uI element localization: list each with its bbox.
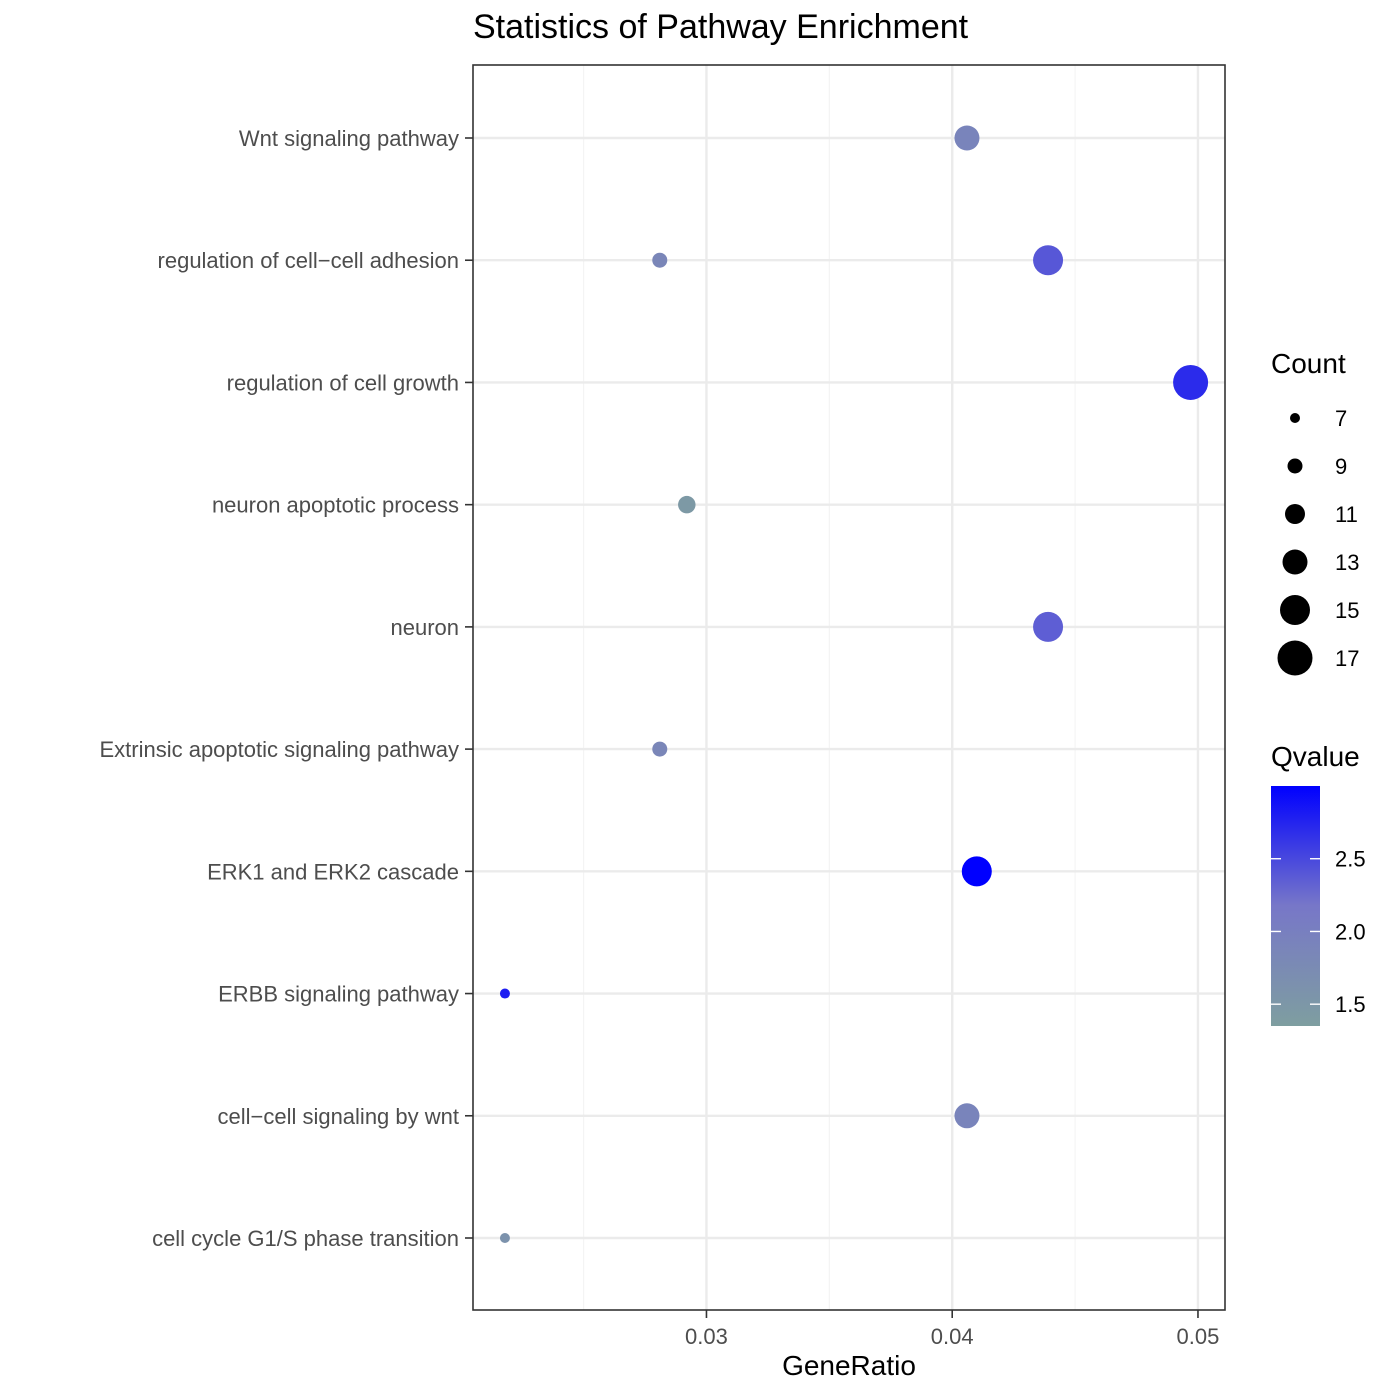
data-point xyxy=(1173,364,1209,400)
size-legend-key xyxy=(1287,458,1303,474)
color-legend-label: 2.0 xyxy=(1335,919,1366,944)
chart-title: Statistics of Pathway Enrichment xyxy=(473,8,969,46)
size-legend-key xyxy=(1277,640,1313,676)
color-legend-bar xyxy=(1271,786,1320,1026)
size-legend-label: 11 xyxy=(1335,502,1358,527)
size-legend-label: 13 xyxy=(1335,550,1359,575)
data-point xyxy=(1033,611,1064,642)
data-point xyxy=(954,1103,980,1129)
x-axis-label: GeneRatio xyxy=(782,1350,916,1381)
size-legend-key xyxy=(1285,504,1305,524)
y-tick-label: regulation of cell−cell adhesion xyxy=(158,248,459,273)
y-tick-label: ERBB signaling pathway xyxy=(218,982,459,1007)
color-legend-title: Qvalue xyxy=(1271,741,1360,772)
data-point xyxy=(1033,245,1064,276)
size-legend-key xyxy=(1290,413,1300,423)
y-tick-label: cell cycle G1/S phase transition xyxy=(152,1226,459,1251)
size-legend-key xyxy=(1282,549,1308,575)
y-tick-label: Extrinsic apoptotic signaling pathway xyxy=(99,737,459,762)
panel-border xyxy=(472,64,1226,1311)
data-point xyxy=(678,495,696,514)
size-legend-key xyxy=(1280,595,1310,625)
y-tick-label: cell−cell signaling by wnt xyxy=(217,1104,459,1129)
size-legend-label: 9 xyxy=(1335,454,1347,479)
size-legend-title: Count xyxy=(1271,348,1346,379)
data-point xyxy=(499,988,510,999)
x-tick-label: 0.04 xyxy=(931,1324,974,1349)
data-point xyxy=(652,252,668,268)
color-legend-label: 1.5 xyxy=(1335,992,1366,1017)
size-legend-label: 7 xyxy=(1335,406,1347,431)
y-tick-label: Wnt signaling pathway xyxy=(239,126,459,151)
y-tick-label: neuron apoptotic process xyxy=(212,493,459,518)
y-tick-label: ERK1 and ERK2 cascade xyxy=(207,859,459,884)
y-tick-label: neuron xyxy=(390,615,459,640)
x-tick-label: 0.03 xyxy=(685,1324,728,1349)
data-point xyxy=(961,856,992,887)
color-legend-label: 2.5 xyxy=(1335,847,1366,872)
size-legend-label: 15 xyxy=(1335,598,1359,623)
data-point xyxy=(954,125,980,151)
size-legend-label: 17 xyxy=(1335,646,1359,671)
y-tick-label: regulation of cell growth xyxy=(227,370,459,395)
data-point xyxy=(499,1233,510,1243)
data-point xyxy=(652,741,668,757)
x-tick-label: 0.05 xyxy=(1177,1324,1220,1349)
